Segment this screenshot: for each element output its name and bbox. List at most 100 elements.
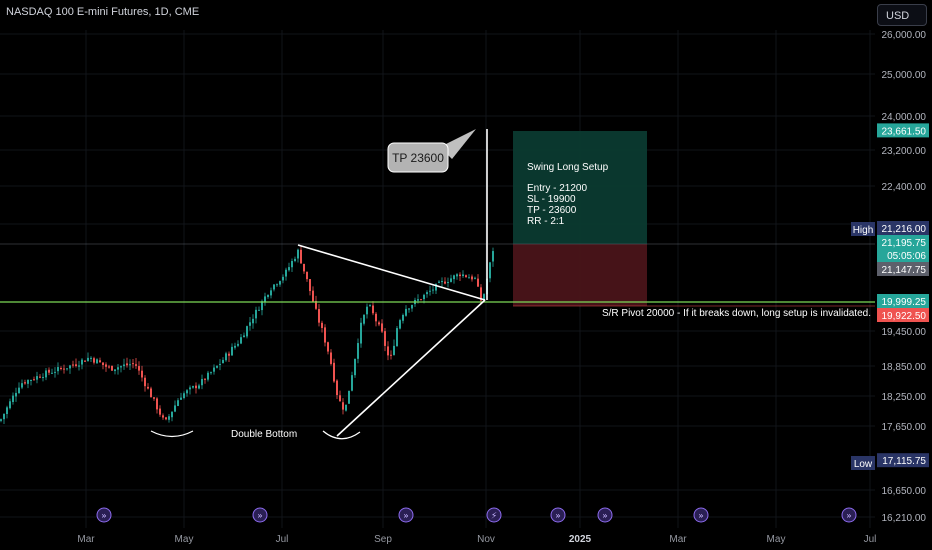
candle-body <box>48 369 50 373</box>
candle-body <box>12 395 14 402</box>
candle-body <box>351 375 353 391</box>
candle-body <box>282 276 284 281</box>
candle-body <box>372 305 374 314</box>
dividend-marker[interactable]: » <box>693 507 709 523</box>
candle-body <box>147 386 149 389</box>
candle-body <box>477 278 479 287</box>
y-tick-label: 25,000.00 <box>882 70 927 81</box>
svg-text:»: » <box>698 512 704 522</box>
price-label-text: 05:05:06 <box>887 251 926 262</box>
price-label-pivot <box>877 294 929 308</box>
candle-body <box>90 357 92 359</box>
candle-body <box>273 284 275 290</box>
price-labels: 23,661.50 High 21,216.00 21,195.75 05:05:06 2… <box>851 123 929 470</box>
candle-body <box>366 306 368 315</box>
candle-body <box>168 416 170 420</box>
candle-body <box>135 364 137 366</box>
candle-body <box>291 261 293 268</box>
candle-body <box>438 281 440 283</box>
x-tick-label: Sep <box>374 534 392 545</box>
candle-body <box>459 274 461 277</box>
candle-body <box>138 366 140 371</box>
candle-body <box>369 305 371 307</box>
price-tag-high <box>851 222 875 236</box>
candle-body <box>237 343 239 346</box>
price-label-low <box>877 453 929 468</box>
candle-body <box>126 363 128 366</box>
candle-body <box>492 251 494 262</box>
candle-body <box>432 289 434 291</box>
candle-body <box>465 275 467 277</box>
candle-body <box>327 342 329 352</box>
dividend-marker[interactable]: » <box>96 507 112 523</box>
earnings-marker[interactable]: ⚡ <box>486 507 502 523</box>
svg-text:»: » <box>101 512 107 522</box>
dividend-marker[interactable]: » <box>398 507 414 523</box>
candle-body <box>87 357 89 361</box>
candle-body <box>471 276 473 280</box>
currency-button[interactable]: USD <box>877 4 927 26</box>
candle-body <box>42 377 44 379</box>
candle-body <box>363 314 365 324</box>
candle-body <box>342 402 344 410</box>
svg-text:»: » <box>403 512 409 522</box>
dividend-marker[interactable]: » <box>597 507 613 523</box>
candle-body <box>54 371 56 373</box>
price-tag-low <box>851 456 875 470</box>
candle-body <box>453 275 455 280</box>
dividend-marker[interactable]: » <box>841 507 857 523</box>
dividend-marker[interactable]: » <box>550 507 566 523</box>
candle-body <box>180 397 182 400</box>
candle-body <box>57 367 59 372</box>
event-markers[interactable]: » » » ⚡ » » » » <box>96 507 857 523</box>
y-tick-label: 17,650.00 <box>882 422 927 433</box>
x-tick-label: Jul <box>864 534 877 545</box>
candle-body <box>15 392 17 397</box>
candle-body <box>348 390 350 404</box>
candle-body <box>252 318 254 324</box>
candle-body <box>114 369 116 372</box>
candle-body <box>120 366 122 368</box>
price-axis[interactable]: 26,000.00 25,000.00 24,000.00 23,200.00 22,4… <box>882 30 927 524</box>
x-tick-label: Mar <box>669 534 687 545</box>
candle-body <box>258 309 260 311</box>
candle-body <box>213 367 215 372</box>
candle-body <box>96 359 98 364</box>
triangle-lower <box>336 299 486 437</box>
candle-body <box>276 284 278 286</box>
candle-body <box>405 308 407 316</box>
candle-body <box>294 258 296 262</box>
x-tick-label: Jul <box>276 534 289 545</box>
candle-body <box>39 376 41 378</box>
candle-body <box>195 385 197 389</box>
candle-body <box>231 346 233 356</box>
candle-body <box>81 359 83 365</box>
candle-body <box>324 327 326 343</box>
svg-text:»: » <box>846 512 852 522</box>
setup-entry: Entry - 21200 <box>527 183 587 194</box>
tp-callout-pointer <box>440 129 476 159</box>
candle-body <box>387 346 389 356</box>
candle-body <box>321 322 323 328</box>
candle-body <box>255 309 257 319</box>
candles <box>0 245 494 425</box>
candle-body <box>246 326 248 337</box>
candle-body <box>429 290 431 292</box>
price-label-text: 19,922.50 <box>882 311 927 322</box>
candle-body <box>84 360 86 362</box>
setup-rr: RR - 2:1 <box>527 216 565 227</box>
candle-body <box>468 277 470 279</box>
candle-body <box>402 314 404 321</box>
candle-body <box>249 322 251 326</box>
candle-body <box>267 294 269 297</box>
candle-body <box>141 370 143 378</box>
candle-body <box>183 393 185 399</box>
candle-body <box>228 353 230 356</box>
candle-body <box>30 379 32 381</box>
tp-callout-box <box>387 142 449 173</box>
y-tick-label: 23,200.00 <box>882 146 927 157</box>
candle-body <box>390 354 392 356</box>
candle-body <box>345 404 347 411</box>
dividend-marker[interactable]: » <box>252 507 268 523</box>
